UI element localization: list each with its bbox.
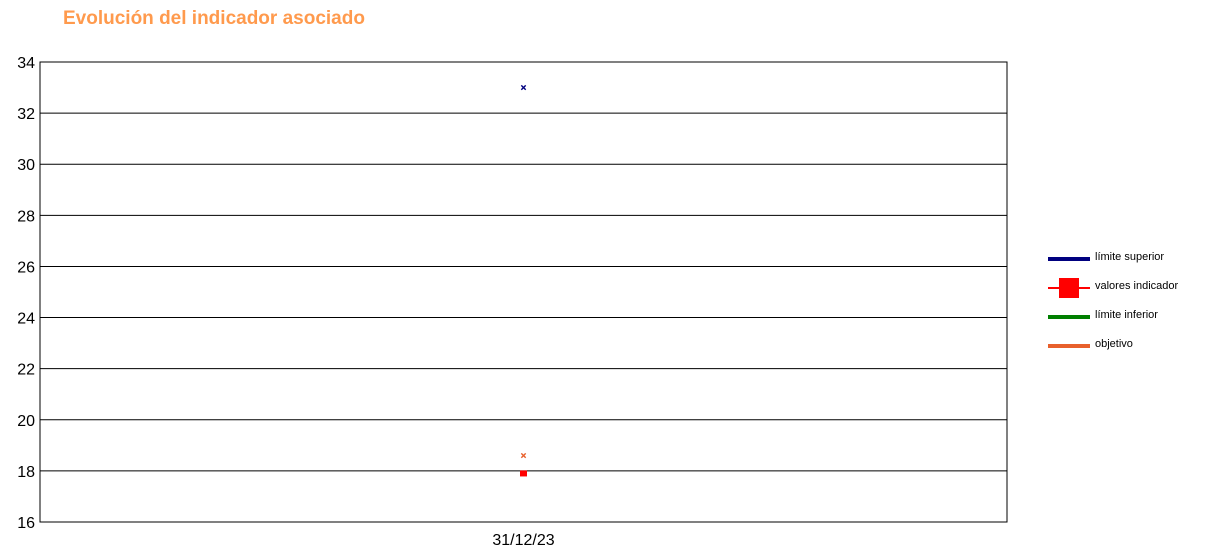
chart-title: Evolución del indicador asociado [63,8,365,29]
legend-item-objetivo: objetivo [1048,336,1216,365]
legend-label-limite-inferior: límite inferior [1095,309,1158,321]
data-point-valores-indicador [520,470,527,477]
legend-label-valores-indicador: valores indicador [1095,280,1179,292]
y-tick-label: 26 [17,259,35,276]
legend-swatch-limite-inferior [1048,307,1090,327]
legend-line-objetivo [1048,344,1090,348]
legend-item-limite-superior: límite superior [1048,249,1216,278]
legend-line-limite-inferior [1048,315,1090,319]
legend-label-limite-superior: límite superior [1095,251,1165,263]
legend-swatch-limite-superior [1048,249,1090,269]
data-point-limite-superior [520,84,527,91]
y-tick-label: 32 [17,106,35,123]
y-tick-label: 18 [17,464,35,481]
legend-item-limite-inferior: límite inferior [1048,307,1216,336]
data-point-objetivo [520,452,527,459]
legend-label-objetivo: objetivo [1095,338,1133,350]
y-tick-label: 30 [17,157,35,174]
y-tick-label: 28 [17,208,35,225]
legend-square-valores-indicador [1059,278,1079,298]
legend-swatch-valores-indicador [1048,278,1090,298]
y-tick-label: 20 [17,413,35,430]
chart-legend: límite superior valores indicador límite… [1048,249,1216,365]
y-tick-label: 24 [17,311,35,328]
plot-area-border [39,61,1008,523]
y-tick-label: 34 [17,55,35,72]
y-tick-label: 16 [17,515,35,532]
legend-swatch-objetivo [1048,336,1090,356]
legend-item-valores-indicador: valores indicador [1048,278,1216,307]
y-tick-label: 22 [17,362,35,379]
legend-line-limite-superior [1048,257,1090,261]
x-tick-label: 31/12/23 [492,532,554,549]
